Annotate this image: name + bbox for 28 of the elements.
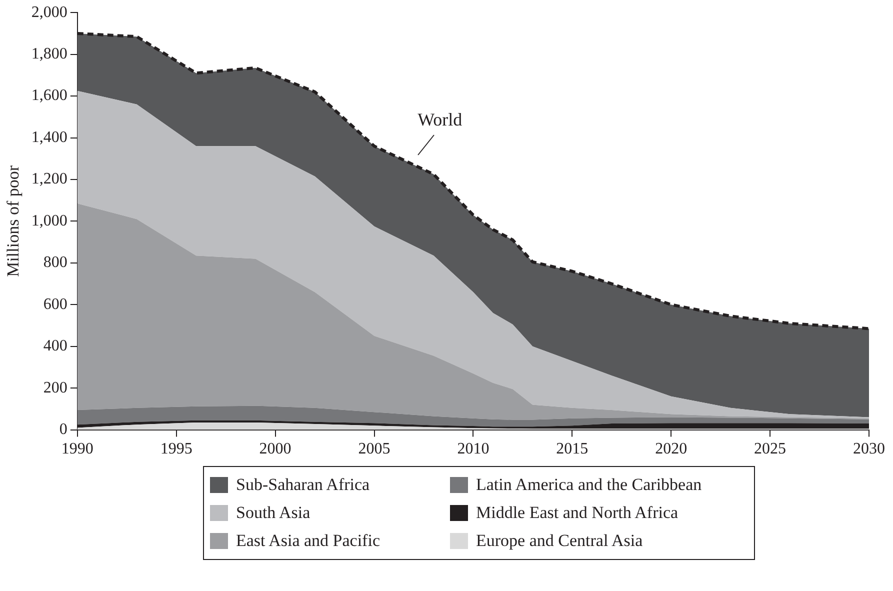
y-tick-label: 0	[59, 421, 68, 438]
y-tick-label: 1,400	[31, 128, 68, 146]
y-tick-label: 1,200	[31, 170, 68, 188]
y-tick-label: 2,000	[31, 4, 68, 21]
x-tick-label: 2000	[259, 440, 292, 458]
y-tick-label: 1,000	[31, 212, 68, 230]
y-tick-label: 600	[43, 296, 68, 313]
x-tick-label: 2030	[853, 440, 885, 458]
y-axis-title: Millions of poor	[4, 165, 23, 277]
x-tick-label: 2025	[754, 440, 786, 458]
x-tick-label: 2015	[556, 440, 588, 458]
y-tick-label: 200	[43, 379, 68, 396]
legend-label: Latin America and the Caribbean	[476, 475, 702, 495]
y-tick-label: 400	[43, 338, 68, 355]
x-tick-label: 2005	[358, 440, 390, 458]
x-tick-label: 1995	[160, 440, 192, 458]
x-tick-label: 1990	[61, 440, 94, 458]
legend-label: Europe and Central Asia	[476, 531, 643, 551]
y-tick-label: 1,600	[31, 87, 68, 104]
y-tick-label: 800	[43, 254, 68, 272]
y-tick-label: 1,800	[31, 46, 68, 63]
legend-label: South Asia	[236, 503, 310, 523]
legend-label: Middle East and North Africa	[476, 503, 678, 523]
x-tick-label: 2010	[457, 440, 490, 458]
x-tick-label: 2020	[655, 440, 688, 458]
annotation: World	[418, 110, 462, 130]
legend-label: East Asia and Pacific	[236, 531, 380, 551]
legend-label: Sub-Saharan Africa	[236, 475, 370, 495]
